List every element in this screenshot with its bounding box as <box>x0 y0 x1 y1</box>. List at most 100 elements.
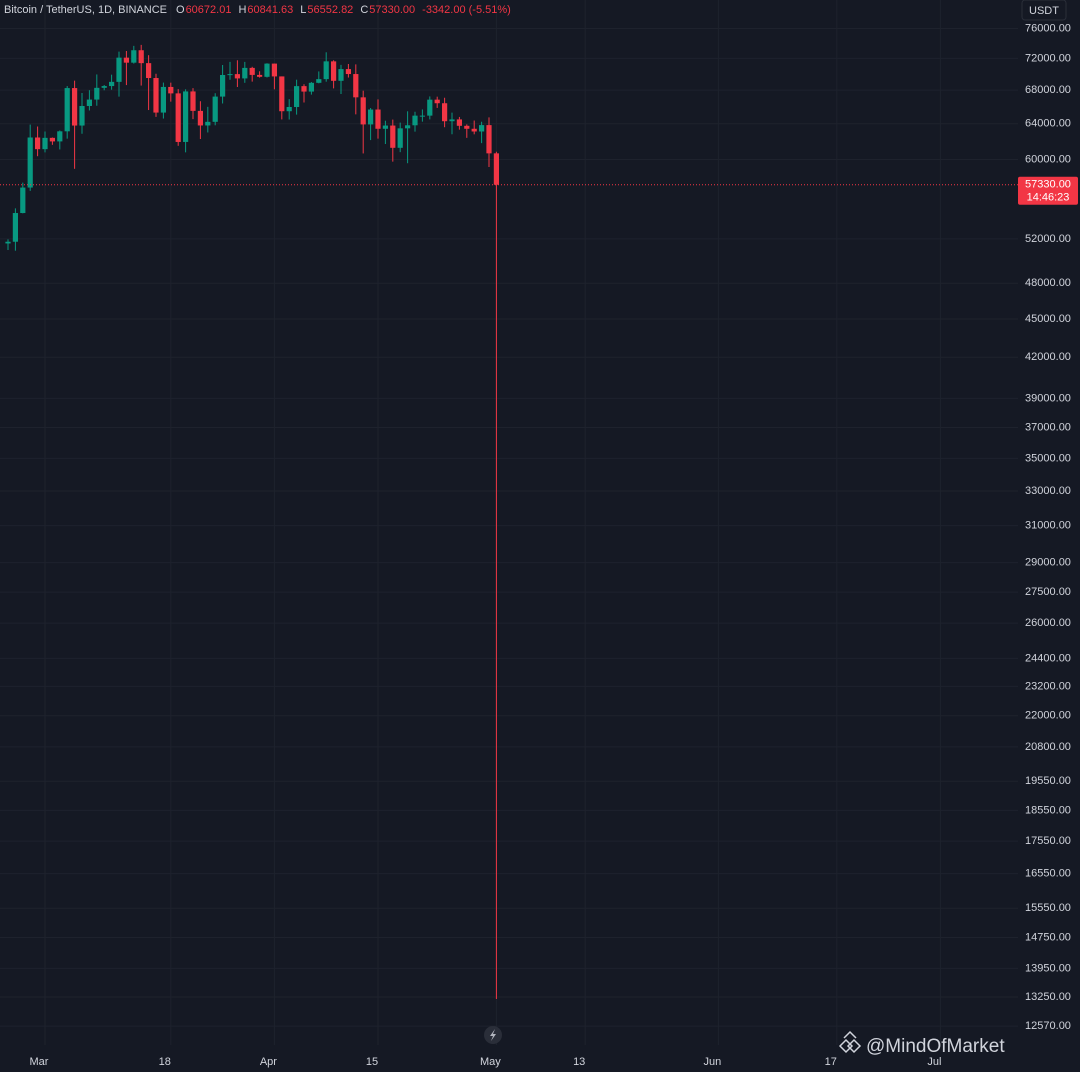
candle-body <box>434 99 440 104</box>
x-tick-label: 18 <box>159 1056 171 1068</box>
y-tick-label: 13950.00 <box>1025 962 1071 974</box>
candle-body <box>249 67 255 75</box>
candle-body <box>190 91 196 111</box>
candle-body <box>301 86 307 92</box>
y-tick-label: 68000.00 <box>1025 84 1071 96</box>
candle-body <box>57 131 63 142</box>
y-tick-label: 26000.00 <box>1025 617 1071 629</box>
candle-body <box>234 74 240 79</box>
candle-body <box>264 63 270 77</box>
status-line: O 60672.01 H 60841.63 L 56552.82 C 57330.00 -334… <box>176 4 511 16</box>
labels: 76000.00 72000.00 68000.00 64000.00 60000.00… <box>30 22 1078 1068</box>
candle-body <box>20 187 26 214</box>
x-tick-label: Apr <box>260 1056 277 1068</box>
candle-body <box>353 74 359 98</box>
candle-body <box>479 125 485 132</box>
watermark: @MindOfMarket <box>866 1036 1005 1057</box>
candle-body <box>79 105 85 126</box>
price-label: 57330.00 <box>1025 179 1071 191</box>
candle-body <box>12 213 18 242</box>
x-tick-label: 13 <box>573 1056 585 1068</box>
y-tick-label: 27500.00 <box>1025 586 1071 598</box>
y-tick-label: 52000.00 <box>1025 233 1071 245</box>
status-value: 56552.82 <box>307 4 353 16</box>
candle-body <box>397 128 403 148</box>
candle-body <box>338 69 344 81</box>
status-key: H <box>238 4 246 16</box>
y-tick-label: 60000.00 <box>1025 153 1071 165</box>
candle-body <box>456 119 462 126</box>
candle-body <box>42 137 48 150</box>
candle-body <box>286 106 292 112</box>
y-tick-label: 13250.00 <box>1025 991 1071 1003</box>
candle-body <box>220 74 226 97</box>
y-tick-label: 64000.00 <box>1025 118 1071 130</box>
currency[interactable]: USDT <box>1029 5 1059 17</box>
x-tick-label: May <box>480 1056 501 1068</box>
y-tick-label: 37000.00 <box>1025 421 1071 433</box>
candle-body <box>442 103 448 122</box>
candle-body <box>242 67 248 79</box>
candle-body <box>175 93 181 142</box>
grid <box>0 0 1018 1045</box>
countdown: 14:46:23 <box>1027 192 1070 204</box>
candle-body <box>493 153 499 185</box>
y-tick-label: 17550.00 <box>1025 835 1071 847</box>
candle-body <box>131 50 137 63</box>
status-change: -3342.00 (-5.51%) <box>422 4 511 16</box>
candle-body <box>168 86 174 94</box>
status-key: O <box>176 4 185 16</box>
candle-body <box>183 91 189 142</box>
candle-body <box>212 96 218 122</box>
x-tick-label: 15 <box>366 1056 378 1068</box>
candle-body <box>308 82 314 92</box>
y-tick-label: 76000.00 <box>1025 22 1071 34</box>
candle-body <box>227 74 233 76</box>
replay-icon[interactable] <box>484 1026 502 1044</box>
y-tick-label: 39000.00 <box>1025 392 1071 404</box>
icon-bolt[interactable] <box>490 1029 496 1041</box>
candle-body <box>86 99 92 106</box>
y-tick-label: 31000.00 <box>1025 520 1071 532</box>
price-label-box <box>1018 176 1078 205</box>
candle-body <box>464 125 470 129</box>
candle-body <box>138 50 144 64</box>
candle-body <box>123 57 129 63</box>
candle-body <box>427 99 433 116</box>
candle-body <box>109 81 115 87</box>
x-tick-label: Jun <box>704 1056 722 1068</box>
y-tick-label: 19550.00 <box>1025 775 1071 787</box>
y-tick-label: 33000.00 <box>1025 485 1071 497</box>
y-tick-label: 23200.00 <box>1025 680 1071 692</box>
y-tick-label: 12570.00 <box>1025 1020 1071 1032</box>
candle-body <box>205 121 211 126</box>
candle-body <box>271 63 277 77</box>
candle-body <box>360 97 366 125</box>
candle-body <box>153 78 159 113</box>
y-tick-label: 14750.00 <box>1025 931 1071 943</box>
status-key: L <box>300 4 306 16</box>
y-tick-label: 35000.00 <box>1025 452 1071 464</box>
y-tick-label: 72000.00 <box>1025 52 1071 64</box>
y-tick-label: 18550.00 <box>1025 804 1071 816</box>
candle-body <box>35 137 41 150</box>
candle-body <box>160 86 166 113</box>
candle-body <box>72 88 78 126</box>
candle-body <box>449 119 455 122</box>
candle-body <box>94 87 100 100</box>
candle-body <box>116 57 122 82</box>
status-value: 57330.00 <box>369 4 415 16</box>
candle-body <box>49 137 55 142</box>
candle-body <box>405 125 411 129</box>
x-tick-label: Jul <box>927 1056 941 1068</box>
symbol: Bitcoin / TetherUS, 1D, BINANCE <box>4 4 167 16</box>
x-tick-label: 17 <box>825 1056 837 1068</box>
currency-button[interactable] <box>1021 0 1067 21</box>
candle-body <box>471 128 477 132</box>
y-tick-label: 20800.00 <box>1025 741 1071 753</box>
candle-body <box>27 137 33 188</box>
y-tick-label: 15550.00 <box>1025 902 1071 914</box>
candle-body <box>486 125 492 154</box>
y-tick-label: 22000.00 <box>1025 710 1071 722</box>
